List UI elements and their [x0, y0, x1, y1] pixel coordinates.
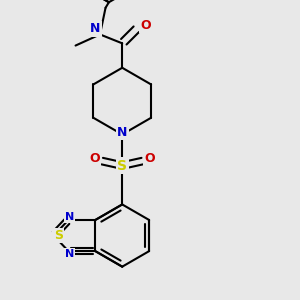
Text: O: O	[145, 152, 155, 165]
Text: S: S	[54, 229, 63, 242]
Text: O: O	[89, 152, 100, 165]
Text: N: N	[90, 22, 101, 35]
Text: N: N	[65, 249, 74, 260]
Text: N: N	[65, 212, 74, 222]
Text: O: O	[140, 19, 151, 32]
Text: N: N	[117, 126, 128, 139]
Text: S: S	[117, 159, 127, 172]
